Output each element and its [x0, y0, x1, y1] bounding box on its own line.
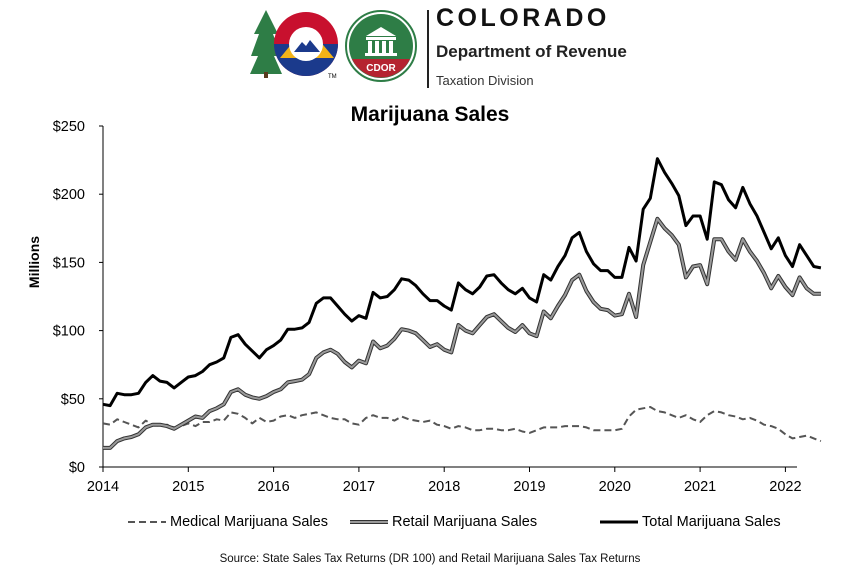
org-name: COLORADO	[436, 4, 610, 32]
y-tick-label: $50	[61, 392, 85, 408]
chart-axes	[102, 126, 797, 468]
legend-item: Total Marijuana Sales	[600, 514, 781, 530]
y-axis-label: Millions	[26, 236, 42, 288]
legend-swatch	[128, 521, 166, 523]
department-name: Department of Revenue	[436, 42, 627, 61]
x-tick-label: 2020	[599, 479, 631, 495]
y-tick-label: $100	[53, 324, 85, 340]
header: TM CDOR COLORADO Department of Revenue T…	[0, 0, 860, 100]
retail-marijuana-sales-line-outline	[103, 216, 821, 450]
legend-label: Total Marijuana Sales	[642, 514, 781, 530]
colorado-logo-icon: TM	[250, 10, 338, 80]
legend-label: Medical Marijuana Sales	[170, 514, 328, 530]
total-marijuana-sales-line	[102, 157, 822, 408]
x-tick-label: 2021	[684, 479, 716, 495]
y-tick-label: $150	[53, 255, 85, 271]
source-note: Source: State Sales Tax Returns (DR 100)…	[219, 553, 641, 565]
legend: Medical Marijuana Sales Retail Marijuana …	[0, 514, 860, 536]
x-tick-label: 2015	[172, 479, 204, 495]
x-tick-label: 2022	[769, 479, 801, 495]
x-tick-label: 2016	[257, 479, 289, 495]
y-tick-label: $0	[69, 460, 85, 476]
legend-item: Medical Marijuana Sales	[128, 514, 328, 530]
x-tick-label: 2018	[428, 479, 460, 495]
division-name: Taxation Division	[436, 73, 534, 88]
seal-text: CDOR	[366, 63, 396, 74]
retail-marijuana-sales-line	[103, 217, 821, 449]
x-axis-ticks: 2014 2015 2016 2017 2018 2019 2020 2021 2022	[87, 467, 802, 495]
line-chart: $0$50$100$150$200$250 2014 2015 2016 2017 20…	[26, 119, 822, 495]
cdor-seal-icon: CDOR	[345, 10, 417, 82]
chart-title: Marijuana Sales	[350, 103, 510, 126]
legend-label: Retail Marijuana Sales	[392, 514, 538, 530]
header-divider	[427, 10, 429, 88]
x-tick-label: 2014	[87, 479, 119, 495]
y-axis-ticks: $0 $50 $100 $150 $200 $250	[53, 119, 103, 476]
legend-item: Retail Marijuana Sales	[350, 514, 537, 530]
y-tick-label: $250	[53, 119, 85, 135]
legend-swatch	[350, 520, 388, 524]
y-tick-label: $200	[53, 187, 85, 203]
svg-text:TM: TM	[328, 74, 337, 80]
x-tick-label: 2017	[343, 479, 375, 495]
medical-marijuana-sales-line	[102, 406, 822, 443]
chart-lines	[102, 157, 822, 450]
legend-swatch	[600, 520, 638, 524]
x-tick-label: 2019	[513, 479, 545, 495]
